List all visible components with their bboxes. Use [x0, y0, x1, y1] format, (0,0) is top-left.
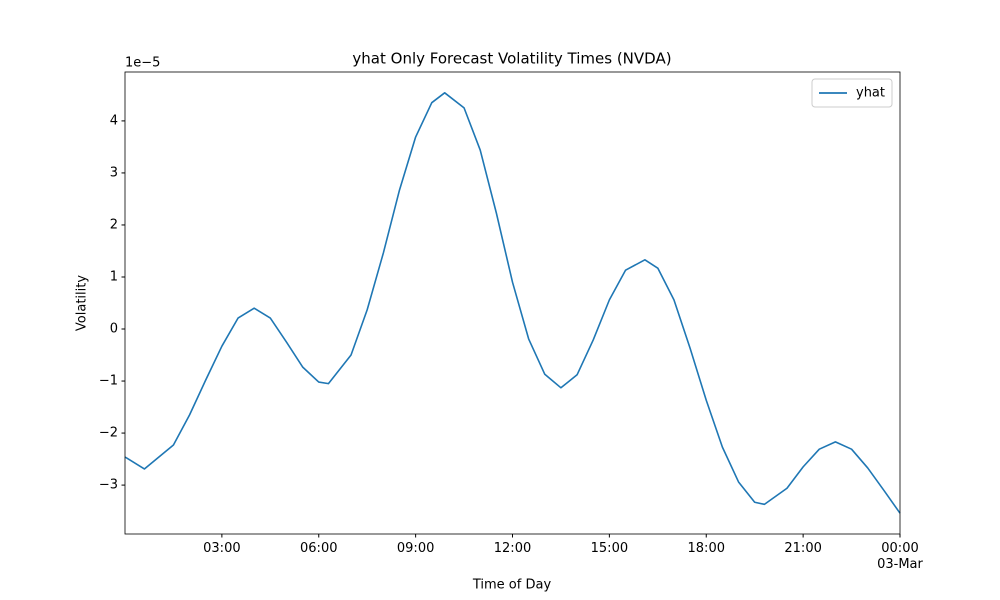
- y-tick-label: 1: [110, 269, 118, 284]
- legend-label: yhat: [856, 86, 885, 101]
- x-tick-label: 06:00: [300, 541, 338, 556]
- chart-title: yhat Only Forecast Volatility Times (NVD…: [352, 50, 671, 68]
- y-tick-label: −1: [99, 374, 118, 389]
- x-tick-label: 12:00: [493, 541, 532, 556]
- x-tick-label: 18:00: [687, 541, 725, 556]
- x-tick-label: 21:00: [784, 541, 822, 556]
- y-axis-label: Volatility: [75, 275, 90, 331]
- x-tick-label: 09:00: [396, 541, 435, 556]
- y-tick-label: 4: [110, 113, 118, 128]
- y-tick-label: 0: [110, 322, 118, 337]
- y-tick-label: −2: [99, 426, 118, 441]
- legend-box: [811, 78, 893, 108]
- x-tick-label: 03:00: [203, 541, 241, 556]
- x-axis-label: Time of Day: [472, 578, 552, 593]
- x-tick-label: 00:00 03-Mar: [877, 541, 923, 572]
- y-tick-label: 3: [110, 165, 118, 180]
- line: [124, 92, 901, 514]
- x-tick-label: 15:00: [590, 541, 629, 556]
- y-tick-label: −3: [99, 478, 118, 493]
- plot-frame: [124, 71, 901, 535]
- y-offset-label: 1e−5: [125, 56, 160, 71]
- y-tick-label: 2: [110, 217, 118, 232]
